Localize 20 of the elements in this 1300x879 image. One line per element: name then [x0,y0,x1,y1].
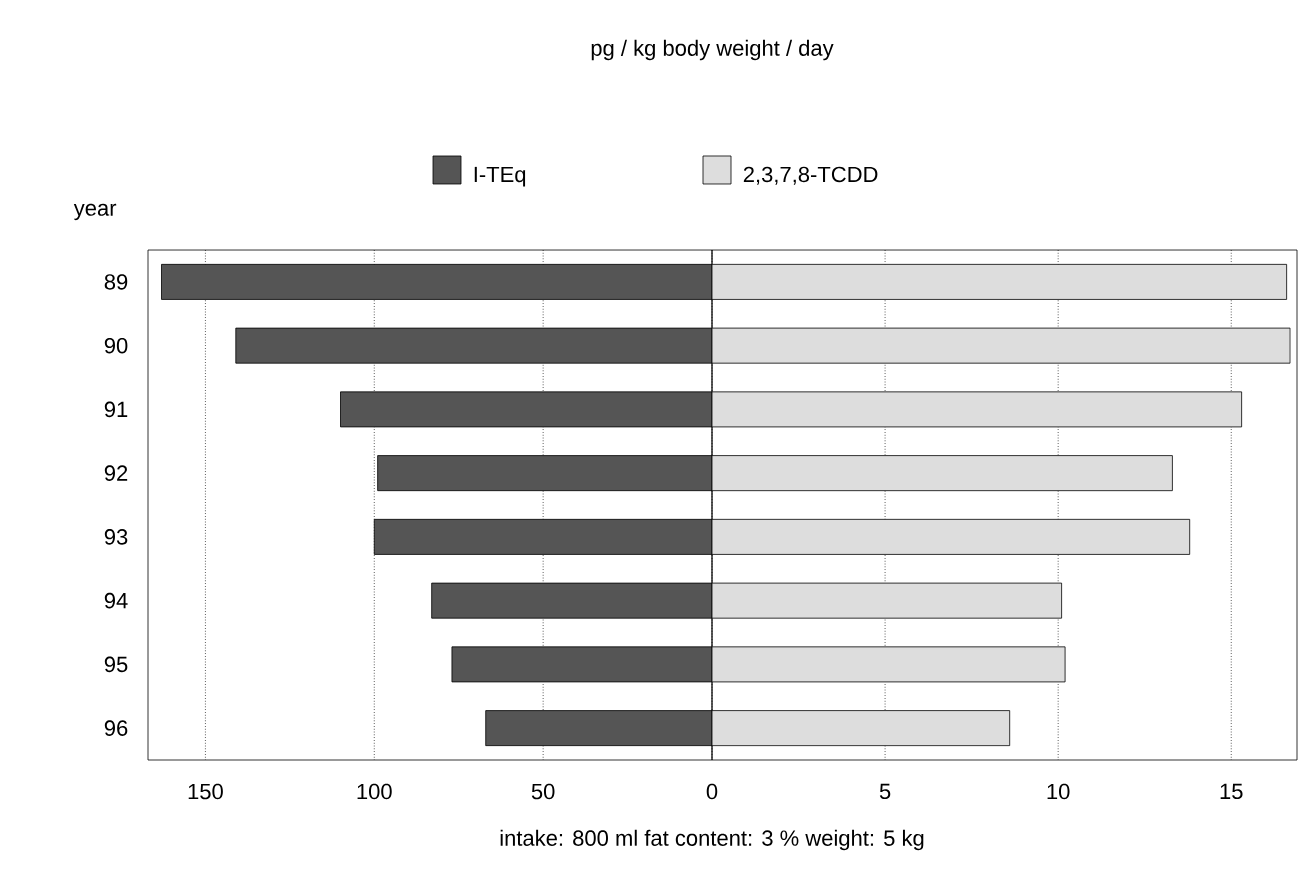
x-tick-label: 50 [531,783,555,800]
y-tick-label: 95 [104,656,128,673]
chart-title: pg / kg body weight / day [591,39,834,61]
y-tick-label: 90 [104,337,128,354]
y-tick-label: 94 [104,592,128,609]
legend-label: 2,3,7,8-TCDD [743,166,878,185]
x-tick-label: 15 [1220,783,1243,800]
y-tick-label: 92 [104,465,128,481]
y-tick-label: 96 [104,720,128,736]
y-tick-label: 89 [104,274,128,290]
y-axis-title: year [73,203,117,221]
legend-label: I-TEq [474,166,526,187]
x-tick-label: 10 [1047,783,1070,800]
y-tick-label: 91 [104,401,128,418]
x-tick-label: 0 [706,783,718,800]
text: intake: 800 ml fat content: 3 % weight: 5 kg [500,829,924,851]
y-tick-label: 93 [104,529,128,545]
x-tick-label: 5 [879,783,891,800]
x-tick-label: 150 [188,783,223,800]
x-tick-label: 100 [357,783,392,800]
